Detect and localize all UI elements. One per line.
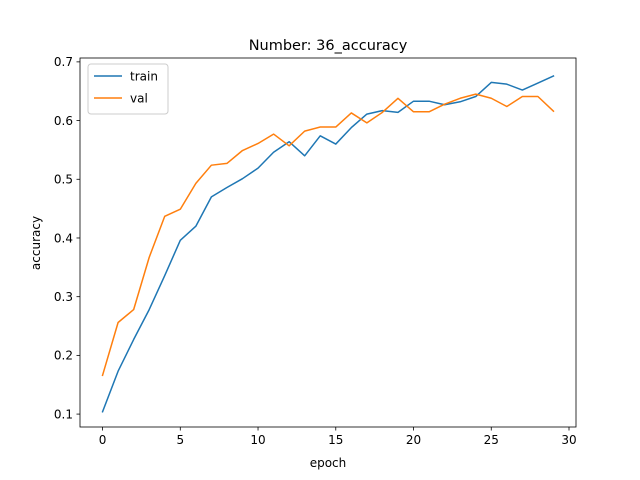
x-tick-label: 10 bbox=[250, 433, 265, 447]
y-tick-label: 0.4 bbox=[54, 231, 73, 245]
x-tick-label: 25 bbox=[484, 433, 499, 447]
legend-label-val: val bbox=[130, 92, 148, 106]
y-tick-label: 0.3 bbox=[54, 290, 73, 304]
axes-frame bbox=[79, 57, 577, 428]
y-tick-label: 0.2 bbox=[54, 349, 73, 363]
axes: 0 5 10 15 20 25 30 0.1 0.2 0.3 0.4 0.5 0.6 0.7 bbox=[54, 55, 577, 447]
x-tick-label: 0 bbox=[99, 433, 107, 447]
x-axis-label: epoch bbox=[310, 456, 347, 470]
y-tick-label: 0.1 bbox=[54, 407, 73, 421]
y-axis-label: accuracy bbox=[29, 216, 43, 270]
legend: train val bbox=[87, 63, 169, 115]
x-tick-label: 20 bbox=[406, 433, 421, 447]
x-tick-label: 5 bbox=[176, 433, 184, 447]
legend-label-train: train bbox=[130, 70, 158, 84]
y-tick-label: 0.7 bbox=[54, 55, 73, 69]
y-tick-label: 0.5 bbox=[54, 173, 73, 187]
y-tick-label: 0.6 bbox=[54, 114, 73, 128]
x-tick-label: 30 bbox=[561, 433, 576, 447]
plot-area bbox=[101, 74, 555, 413]
series-line-val bbox=[101, 93, 555, 377]
x-tick-label: 15 bbox=[328, 433, 343, 447]
chart-title: Number: 36_accuracy bbox=[249, 38, 408, 54]
